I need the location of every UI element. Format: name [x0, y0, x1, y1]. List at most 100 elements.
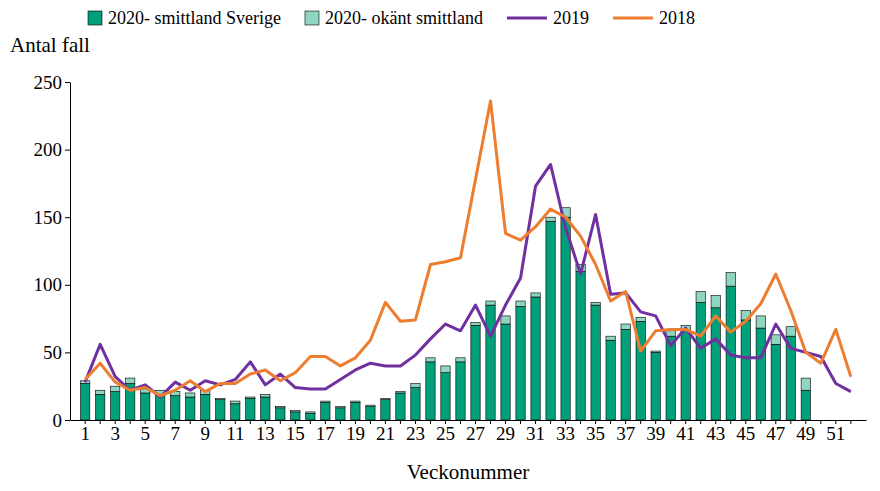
bar	[741, 320, 750, 420]
x-tick: 21	[376, 420, 395, 444]
bar	[396, 393, 405, 420]
x-tick-label: 51	[826, 423, 845, 444]
bar	[546, 217, 555, 221]
legend-swatch	[507, 17, 547, 20]
x-tick: 15	[286, 420, 305, 444]
y-tick: 250	[34, 72, 71, 93]
x-tick	[280, 420, 281, 424]
bar	[186, 393, 195, 397]
x-tick-label: 43	[706, 423, 725, 444]
y-tick-mark	[65, 352, 70, 353]
x-tick-mark	[190, 420, 191, 424]
bar	[756, 316, 765, 328]
y-axis-line	[70, 83, 71, 421]
legend-item: 2020- okänt smittland	[305, 8, 483, 28]
legend-swatch	[305, 11, 319, 25]
bar	[606, 336, 615, 340]
x-tick-mark	[520, 420, 521, 424]
x-tick-label: 27	[466, 423, 485, 444]
legend-item: 2019	[507, 8, 589, 28]
x-tick-mark	[310, 420, 311, 424]
bar	[186, 397, 195, 420]
y-tick-mark	[65, 285, 70, 286]
x-tick: 1	[80, 420, 90, 444]
y-axis: 050100150200250	[34, 72, 71, 431]
x-tick	[100, 420, 101, 424]
x-tick	[580, 420, 581, 424]
x-tick	[700, 420, 701, 424]
bar	[501, 316, 510, 324]
bar	[426, 362, 435, 420]
bar	[621, 324, 630, 329]
bar	[591, 302, 600, 305]
bar	[351, 402, 360, 420]
y-tick-label: 100	[34, 274, 63, 295]
bar	[801, 390, 810, 420]
y-axis-title: Antal fall	[10, 33, 90, 57]
legend-swatch	[613, 17, 653, 20]
x-tick: 51	[826, 420, 845, 444]
x-tick-label: 23	[406, 423, 425, 444]
x-tick	[610, 420, 611, 424]
y-tick: 50	[43, 342, 70, 363]
x-tick	[640, 420, 641, 424]
x-tick-label: 7	[170, 423, 180, 444]
bar	[651, 351, 660, 352]
bar	[411, 383, 420, 387]
x-tick	[190, 420, 191, 424]
x-tick: 23	[406, 420, 425, 444]
x-tick	[730, 420, 731, 424]
x-tick-label: 37	[616, 423, 635, 444]
y-tick: 150	[34, 207, 71, 228]
x-tick-mark	[610, 420, 611, 424]
x-tick	[550, 420, 551, 424]
legend: 2020- smittland Sverige2020- okänt smitt…	[88, 8, 695, 28]
x-tick-label: 49	[796, 423, 815, 444]
x-tick	[460, 420, 461, 424]
x-tick-mark	[550, 420, 551, 424]
x-tick	[250, 420, 251, 424]
bar	[291, 411, 300, 412]
x-tick-mark	[460, 420, 461, 424]
x-tick-mark	[400, 420, 401, 424]
bar	[666, 331, 675, 336]
x-tick-label: 29	[496, 423, 515, 444]
x-tick-mark	[850, 420, 851, 424]
x-tick	[850, 420, 851, 424]
plot-area	[81, 101, 851, 420]
bar	[576, 271, 585, 420]
x-tick: 5	[140, 420, 150, 444]
bar	[321, 402, 330, 420]
bar	[801, 378, 810, 390]
bar	[81, 383, 90, 420]
bar	[321, 401, 330, 402]
x-tick: 29	[496, 420, 515, 444]
bar	[231, 404, 240, 420]
x-tick-mark	[220, 420, 221, 424]
y-tick-label: 50	[43, 342, 62, 363]
x-tick-label: 39	[646, 423, 665, 444]
bar	[276, 408, 285, 420]
x-tick: 49	[796, 420, 815, 444]
x-tick-label: 9	[201, 423, 211, 444]
y-tick: 200	[34, 139, 71, 160]
x-tick-label: 35	[586, 423, 605, 444]
bar	[531, 293, 540, 297]
x-tick: 33	[556, 420, 575, 444]
chart: 0501001502002501357911131517192123252729…	[0, 0, 880, 491]
x-tick-label: 31	[526, 423, 545, 444]
x-tick-mark	[370, 420, 371, 424]
x-tick-label: 33	[556, 423, 575, 444]
x-tick	[130, 420, 131, 424]
y-tick-mark	[65, 420, 70, 421]
x-tick-mark	[640, 420, 641, 424]
x-tick: 11	[226, 420, 244, 444]
x-tick-mark	[490, 420, 491, 424]
x-tick-label: 15	[286, 423, 305, 444]
bar	[456, 362, 465, 420]
x-tick-label: 47	[766, 423, 785, 444]
bar	[261, 397, 270, 420]
y-tick-mark	[65, 217, 70, 218]
y-tick-label: 250	[34, 72, 63, 93]
bar	[411, 388, 420, 420]
